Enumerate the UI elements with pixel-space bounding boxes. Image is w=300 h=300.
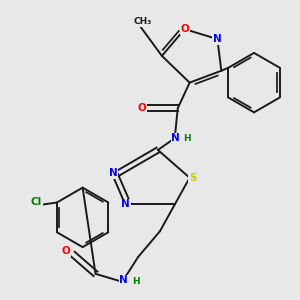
Text: CH₃: CH₃ [134,17,152,26]
Text: N: N [122,200,130,209]
Text: N: N [109,168,117,178]
Text: N: N [119,275,128,285]
Text: S: S [189,173,196,183]
Text: O: O [137,103,146,113]
Text: N: N [171,133,180,143]
Text: O: O [62,246,70,256]
Text: O: O [180,24,189,34]
Text: N: N [213,34,222,44]
Text: H: H [132,277,140,286]
Text: Cl: Cl [31,196,42,206]
Text: H: H [183,134,191,142]
